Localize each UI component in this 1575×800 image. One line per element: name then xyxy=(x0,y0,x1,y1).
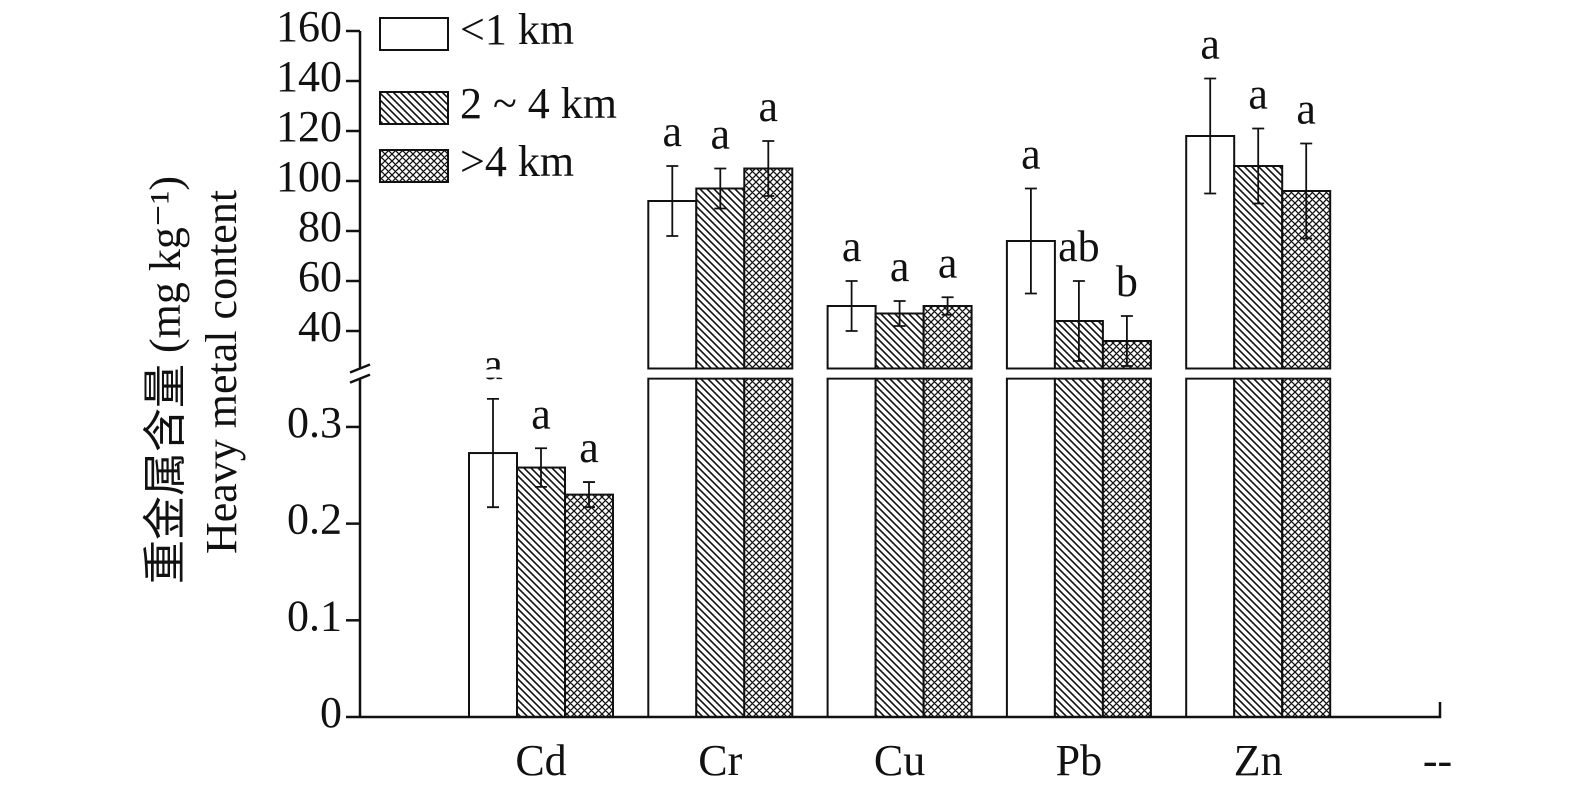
significance-letter: a xyxy=(531,389,551,438)
error-bar xyxy=(1024,187,1037,295)
x-tick-label: Cu xyxy=(874,736,925,785)
axis-break xyxy=(349,363,371,384)
y2-tick-label: 60 xyxy=(298,252,342,301)
error-bar xyxy=(1252,127,1265,205)
bar-stub xyxy=(1101,377,1152,718)
bar-stub xyxy=(647,377,698,718)
significance-letter: a xyxy=(842,222,862,271)
error-bar xyxy=(666,165,679,237)
y-tick-label: 0.2 xyxy=(287,495,342,544)
error-bar xyxy=(535,447,547,488)
bar-stub xyxy=(1185,377,1236,718)
bar xyxy=(743,167,794,370)
significance-letter: a xyxy=(483,340,503,389)
y2-tick-label: 160 xyxy=(276,2,342,51)
error-bar xyxy=(1120,315,1133,367)
error-bar xyxy=(714,167,727,210)
significance-letter: a xyxy=(579,423,599,472)
x-tick-label: Cr xyxy=(698,736,742,785)
significance-letter: a xyxy=(890,242,910,291)
y-label-en: Heavy metal content xyxy=(197,190,246,554)
error-bar xyxy=(941,296,954,316)
significance-letter: a xyxy=(759,82,779,131)
x-tick-label: -- xyxy=(1423,736,1452,785)
bar-stub xyxy=(922,377,973,718)
y-label-cn: 重金属含量 (mg kg⁻¹) xyxy=(141,176,190,584)
legend-swatch xyxy=(379,149,449,183)
bar xyxy=(695,187,746,370)
significance-letter: a xyxy=(1296,85,1316,134)
bar xyxy=(516,466,566,718)
error-bar xyxy=(1204,77,1217,195)
bar-stub xyxy=(874,377,925,718)
y2-tick-label: 100 xyxy=(276,152,342,201)
error-bar xyxy=(583,481,595,509)
y2-tick-label: 40 xyxy=(298,302,342,351)
significance-letter: a xyxy=(938,238,958,287)
y-tick-label: 0.1 xyxy=(287,591,342,640)
x-tick-label: Cd xyxy=(515,736,566,785)
significance-letter: a xyxy=(711,110,731,159)
error-bar xyxy=(1072,280,1085,362)
significance-letter: a xyxy=(1248,70,1268,119)
legend-swatch xyxy=(379,17,449,51)
x-axis xyxy=(360,702,1442,719)
axis-break-gap xyxy=(362,369,1442,378)
error-bar xyxy=(487,398,499,509)
bar-stub xyxy=(1281,377,1332,718)
error-bar xyxy=(893,300,906,327)
bar-stub xyxy=(695,377,746,718)
significance-letter: ab xyxy=(1058,222,1100,271)
significance-letter: a xyxy=(1021,130,1041,179)
error-bar xyxy=(845,280,858,332)
y-tick-label: 0 xyxy=(320,688,342,737)
error-bar xyxy=(1300,142,1313,240)
x-tick-label: Pb xyxy=(1056,736,1102,785)
bar-stub xyxy=(1005,377,1056,718)
legend-label: <1 km xyxy=(460,5,574,54)
bar-stub xyxy=(1053,377,1104,718)
significance-letter: a xyxy=(1200,20,1220,69)
significance-letter: a xyxy=(663,107,683,156)
bar-stub xyxy=(743,377,794,718)
legend-label: 2 ~ 4 km xyxy=(460,79,617,128)
significance-letter: b xyxy=(1116,257,1138,306)
bar-stub xyxy=(1233,377,1284,718)
bar xyxy=(564,493,614,718)
y2-tick-label: 140 xyxy=(276,52,342,101)
bar-stub xyxy=(826,377,877,718)
y2-tick-label: 120 xyxy=(276,102,342,151)
x-tick-label: Zn xyxy=(1234,736,1283,785)
legend-swatch xyxy=(379,91,449,125)
error-bar xyxy=(762,140,775,197)
y2-tick-label: 80 xyxy=(298,202,342,251)
legend-label: >4 km xyxy=(460,137,574,186)
y-tick-label: 0.3 xyxy=(287,398,342,447)
